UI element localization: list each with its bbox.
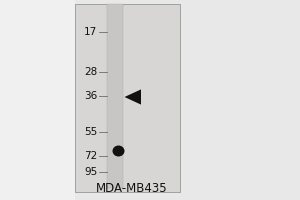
Polygon shape: [124, 89, 141, 105]
Text: 95: 95: [84, 167, 98, 177]
Text: 17: 17: [84, 27, 98, 37]
Bar: [106, 4, 123, 188]
Text: 72: 72: [84, 151, 98, 161]
Text: 28: 28: [84, 67, 98, 77]
Bar: [0, 0, 75, 200]
Text: 55: 55: [84, 127, 98, 137]
Bar: [75, 4, 180, 192]
Bar: [180, 0, 300, 200]
Text: MDA-MB435: MDA-MB435: [96, 182, 168, 194]
Ellipse shape: [112, 146, 124, 156]
Text: 36: 36: [84, 91, 98, 101]
